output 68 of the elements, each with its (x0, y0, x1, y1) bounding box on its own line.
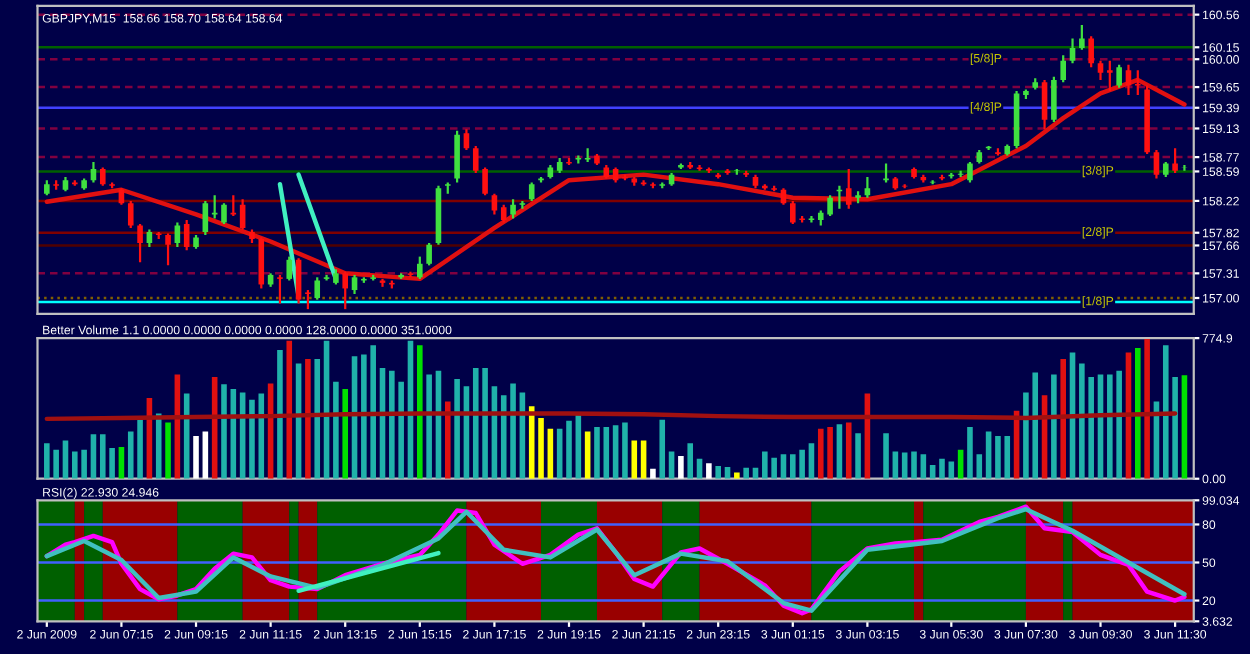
candlestick (305, 288, 311, 311)
bar (883, 433, 889, 479)
bar (165, 422, 171, 479)
bar (1135, 348, 1141, 479)
bar (314, 358, 321, 479)
bar (221, 384, 227, 479)
candlestick (295, 257, 302, 305)
candlestick (342, 270, 349, 311)
candlestick (1051, 75, 1057, 124)
bar (286, 340, 293, 479)
candlestick (1116, 63, 1122, 89)
candlestick (1172, 147, 1178, 175)
bar (687, 443, 694, 479)
bar (845, 422, 852, 479)
bar (155, 413, 162, 479)
bar (678, 456, 684, 479)
bar (305, 358, 311, 479)
candlestick (286, 255, 293, 282)
candlestick (165, 232, 171, 267)
bar (426, 374, 432, 479)
candlestick (454, 129, 460, 184)
candlestick (127, 199, 134, 230)
candlestick (1107, 59, 1113, 93)
bar (659, 419, 666, 479)
candlestick (417, 255, 423, 281)
bar (193, 436, 199, 479)
candlestick (845, 167, 852, 210)
candlestick (1097, 59, 1104, 82)
bar (743, 467, 749, 479)
candlestick (967, 160, 973, 184)
bar (277, 349, 283, 479)
candlestick (221, 202, 227, 226)
candlestick (314, 276, 321, 301)
candlestick (202, 199, 209, 237)
bar (734, 472, 740, 479)
bar (650, 468, 656, 479)
candlestick (528, 181, 535, 202)
candlestick (1088, 35, 1094, 69)
candlestick (1069, 37, 1076, 65)
candlestick (277, 273, 283, 305)
candlestick (1041, 78, 1048, 131)
bar (444, 401, 451, 479)
bar (715, 466, 721, 479)
bar (454, 378, 460, 479)
candlestick (1153, 148, 1160, 180)
bar (417, 345, 423, 479)
candlestick (1060, 54, 1066, 84)
bar (706, 463, 712, 479)
bar (566, 420, 572, 479)
candlestick (351, 273, 358, 296)
candlestick (510, 198, 516, 220)
bar (342, 388, 349, 479)
candlestick (258, 236, 265, 290)
candlestick (426, 241, 432, 267)
bar (594, 427, 600, 479)
candlestick (696, 163, 703, 172)
bar (1144, 339, 1150, 479)
bar (855, 433, 861, 479)
bar (1060, 358, 1066, 479)
bar (939, 458, 945, 479)
candlestick (99, 166, 106, 187)
bar (911, 451, 917, 479)
bar (622, 422, 628, 479)
bar (1051, 374, 1057, 479)
candlestick (1079, 23, 1085, 51)
bar (333, 381, 339, 479)
bar (631, 440, 638, 479)
candlestick (137, 222, 143, 264)
